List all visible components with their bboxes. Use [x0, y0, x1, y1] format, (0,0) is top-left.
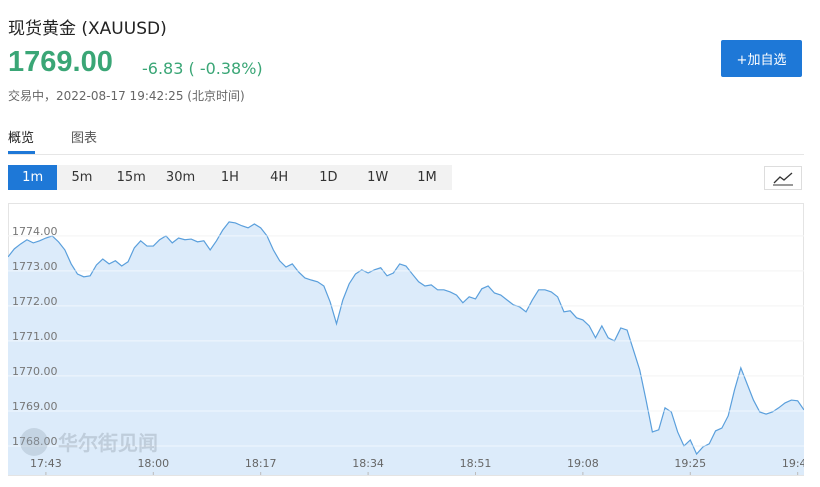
interval-button[interactable]: 4H: [270, 170, 289, 185]
title: 现货黄金 (XAUUSD): [8, 19, 167, 39]
x-tick-label: 18:00: [137, 457, 169, 470]
interval-button[interactable]: 30m: [165, 170, 196, 185]
area-fill: [8, 221, 804, 475]
y-tick-label: 1769.00: [12, 400, 58, 413]
y-tick-label: 1770.00: [12, 365, 58, 378]
interval-button[interactable]: 1M: [417, 170, 437, 185]
x-tick-label: 17:43: [30, 457, 62, 470]
price-line: [8, 221, 804, 456]
watermark-text: 华尔街见闻: [58, 431, 158, 455]
add-watchlist-button[interactable]: +加自选: [721, 40, 802, 77]
interval-button[interactable]: 5m: [71, 170, 93, 185]
y-tick-label: 1773.00: [12, 260, 58, 273]
x-tick-label: 19:25: [674, 457, 706, 470]
trading-status: 交易中，2022-08-17 19:42:25 (北京时间): [8, 89, 245, 103]
tab-underline: [8, 151, 35, 154]
interval-button[interactable]: 1H: [220, 170, 239, 185]
x-tick-label: 18:17: [245, 457, 277, 470]
chart-type-button[interactable]: [764, 166, 802, 190]
price-change: -6.83 ( -0.38%): [142, 59, 263, 78]
y-tick-label: 1771.00: [12, 330, 58, 343]
x-tick-label: 18:34: [352, 457, 384, 470]
watermark: 华尔街见闻: [20, 428, 158, 456]
tab[interactable]: 图表: [71, 131, 98, 146]
separator: [8, 154, 804, 155]
interval-button[interactable]: 15m: [116, 170, 146, 185]
interval-button[interactable]: 1m: [8, 165, 58, 190]
x-tick-label: 19:42: [782, 457, 814, 470]
icon-line: [773, 172, 793, 184]
x-tick-label: 18:51: [460, 457, 492, 470]
interval-button[interactable]: 1W: [367, 170, 389, 185]
tab[interactable]: 概览: [8, 131, 35, 146]
plot-area: 1768.00 1769.00 1770.00 1771.00 1772.00 1773.…: [8, 221, 814, 475]
y-tick-label: 1772.00: [12, 295, 58, 308]
plot-frame: [8, 203, 804, 476]
y-tick-label: 1774.00: [12, 225, 58, 238]
interval-button[interactable]: 1D: [319, 170, 338, 185]
price: 1769.00: [8, 46, 113, 78]
x-tick-label: 19:08: [567, 457, 599, 470]
watermark-logo: [20, 428, 48, 456]
chart-type-icon: [773, 172, 793, 186]
interval-bar: 1m 5m 15m 30m 1H 4H 1D 1W 1M: [8, 165, 452, 190]
y-tick-label: 1768.00: [12, 435, 58, 448]
